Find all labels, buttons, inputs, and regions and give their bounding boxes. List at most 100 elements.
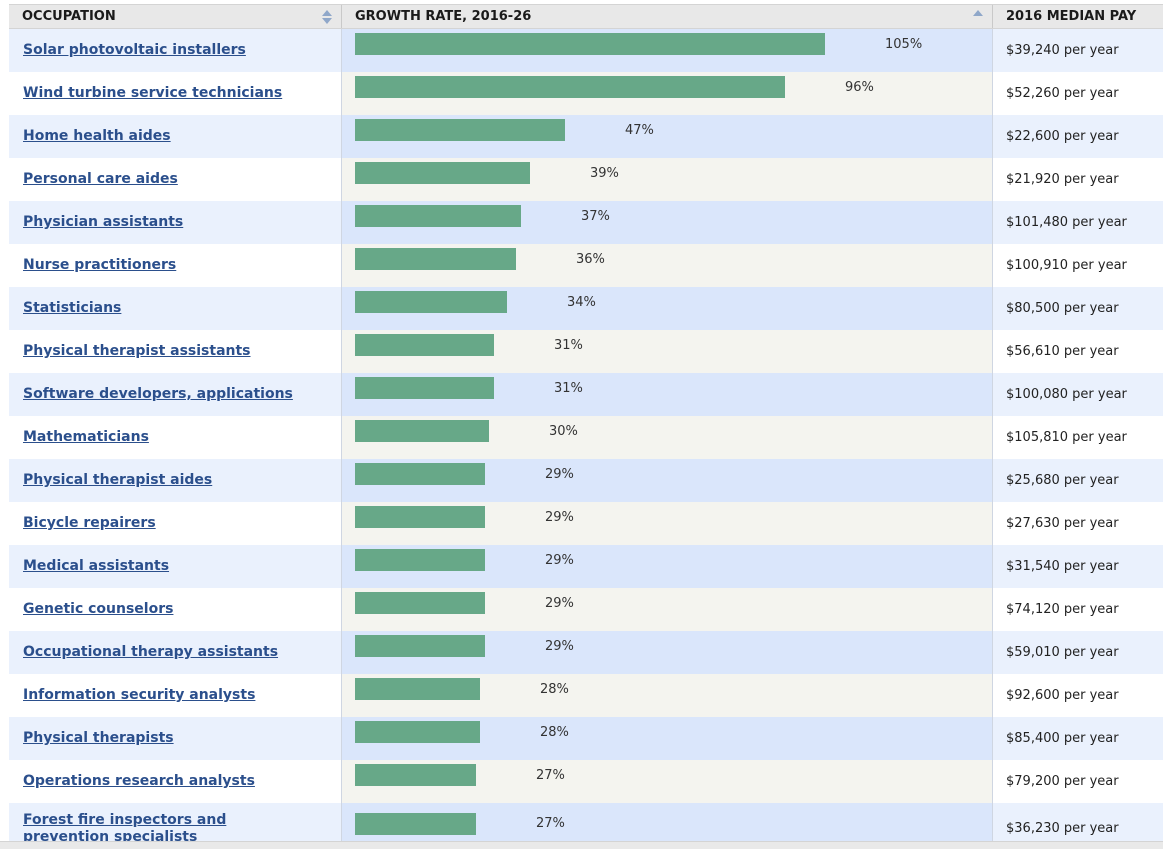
occupations-table: OCCUPATION GROWTH RATE, 2016-26 2016 MED…	[9, 4, 1163, 846]
growth-cell: 29%	[342, 588, 993, 631]
median-pay-cell: $21,920 per year	[1006, 172, 1119, 187]
occupation-cell: Genetic counselors	[9, 588, 342, 631]
occupation-link[interactable]: Information security analysts	[23, 687, 256, 703]
growth-percent-label: 34%	[567, 295, 596, 310]
growth-percent-label: 29%	[545, 510, 574, 525]
growth-cell: 27%	[342, 760, 993, 803]
growth-bar	[355, 162, 530, 184]
occupation-cell: Bicycle repairers	[9, 502, 342, 545]
growth-bar	[355, 678, 480, 700]
occupation-header-label: OCCUPATION	[22, 9, 116, 24]
occupation-link[interactable]: Home health aides	[23, 128, 171, 144]
growth-bar	[355, 721, 480, 743]
occupation-link[interactable]: Forest fire inspectors and prevention sp…	[23, 812, 227, 845]
median-pay-cell: $92,600 per year	[1006, 688, 1119, 703]
table-row: Nurse practitioners 36% $100,910 per year	[9, 244, 1163, 287]
occupation-cell: Forest fire inspectors and prevention sp…	[9, 803, 342, 846]
median-pay-cell: $56,610 per year	[1006, 344, 1119, 359]
median-pay-cell: $52,260 per year	[1006, 86, 1119, 101]
growth-bar	[355, 813, 476, 835]
table-row: Physical therapist assistants 31% $56,610 …	[9, 330, 1163, 373]
growth-bar	[355, 420, 489, 442]
growth-bar	[355, 377, 494, 399]
median-pay-cell: $39,240 per year	[1006, 43, 1119, 58]
growth-bar	[355, 463, 485, 485]
growth-cell: 31%	[342, 373, 993, 416]
occupation-cell: Home health aides	[9, 115, 342, 158]
occupation-link[interactable]: Operations research analysts	[23, 773, 255, 789]
growth-percent-label: 31%	[554, 338, 583, 353]
occupation-cell: Statisticians	[9, 287, 342, 330]
occupation-cell: Physical therapist assistants	[9, 330, 342, 373]
growth-cell: 39%	[342, 158, 993, 201]
sort-both-icon[interactable]	[321, 9, 333, 25]
occupation-link[interactable]: Physical therapist aides	[23, 472, 213, 488]
occupation-link[interactable]: Physician assistants	[23, 214, 184, 230]
growth-column-header[interactable]: GROWTH RATE, 2016-26	[342, 5, 993, 28]
table-row: Forest fire inspectors and prevention sp…	[9, 803, 1163, 846]
table-row: Solar photovoltaic installers 105% $39,240…	[9, 29, 1163, 72]
growth-cell: 29%	[342, 459, 993, 502]
growth-bar	[355, 592, 485, 614]
growth-percent-label: 105%	[885, 37, 923, 52]
occupation-link[interactable]: Personal care aides	[23, 171, 178, 187]
growth-cell: 36%	[342, 244, 993, 287]
occupation-link[interactable]: Mathematicians	[23, 429, 149, 445]
occupation-cell: Information security analysts	[9, 674, 342, 717]
pay-header-label: 2016 MEDIAN PAY	[1006, 9, 1137, 24]
growth-bar	[355, 33, 825, 55]
table-row: Operations research analysts 27% $79,200 p…	[9, 760, 1163, 803]
horizontal-scrollbar[interactable]	[0, 841, 1163, 849]
growth-percent-label: 27%	[536, 816, 565, 831]
growth-bar	[355, 76, 785, 98]
median-pay-cell: $85,400 per year	[1006, 731, 1119, 746]
occupation-cell: Wind turbine service technicians	[9, 72, 342, 115]
growth-cell: 37%	[342, 201, 993, 244]
occupation-link[interactable]: Software developers, applications	[23, 386, 293, 402]
growth-percent-label: 47%	[625, 123, 654, 138]
pay-column-header[interactable]: 2016 MEDIAN PAY	[993, 5, 1163, 28]
table-row: Mathematicians 30% $105,810 per year	[9, 416, 1163, 459]
occupation-column-header[interactable]: OCCUPATION	[9, 5, 342, 28]
occupation-link[interactable]: Nurse practitioners	[23, 257, 177, 273]
table-row: Personal care aides 39% $21,920 per year	[9, 158, 1163, 201]
growth-bar	[355, 119, 565, 141]
table-row: Home health aides 47% $22,600 per year	[9, 115, 1163, 158]
occupation-link[interactable]: Physical therapist assistants	[23, 343, 251, 359]
median-pay-cell: $59,010 per year	[1006, 645, 1119, 660]
occupation-link[interactable]: Genetic counselors	[23, 601, 174, 617]
growth-percent-label: 27%	[536, 768, 565, 783]
growth-percent-label: 28%	[540, 725, 569, 740]
occupation-cell: Mathematicians	[9, 416, 342, 459]
occupation-link[interactable]: Wind turbine service technicians	[23, 85, 283, 101]
table-row: Physical therapists 28% $85,400 per year	[9, 717, 1163, 760]
growth-cell: 31%	[342, 330, 993, 373]
growth-cell: 27%	[342, 803, 993, 846]
occupation-cell: Nurse practitioners	[9, 244, 342, 287]
growth-percent-label: 29%	[545, 467, 574, 482]
growth-bar	[355, 506, 485, 528]
table-row: Physician assistants 37% $101,480 per year	[9, 201, 1163, 244]
occupation-link[interactable]: Solar photovoltaic installers	[23, 42, 246, 58]
growth-cell: 29%	[342, 631, 993, 674]
occupation-link[interactable]: Medical assistants	[23, 558, 170, 574]
occupation-link[interactable]: Occupational therapy assistants	[23, 644, 279, 660]
occupation-cell: Personal care aides	[9, 158, 342, 201]
median-pay-cell: $80,500 per year	[1006, 301, 1119, 316]
growth-cell: 34%	[342, 287, 993, 330]
growth-bar	[355, 764, 476, 786]
sort-ascending-icon[interactable]	[972, 9, 984, 17]
table-row: Physical therapist aides 29% $25,680 per y…	[9, 459, 1163, 502]
occupation-cell: Physical therapist aides	[9, 459, 342, 502]
occupation-cell: Software developers, applications	[9, 373, 342, 416]
median-pay-cell: $74,120 per year	[1006, 602, 1119, 617]
growth-bar	[355, 549, 485, 571]
growth-cell: 28%	[342, 717, 993, 760]
occupation-link[interactable]: Bicycle repairers	[23, 515, 156, 531]
growth-cell: 47%	[342, 115, 993, 158]
growth-header-label: GROWTH RATE, 2016-26	[355, 9, 532, 24]
occupation-link[interactable]: Physical therapists	[23, 730, 174, 746]
table-row: Wind turbine service technicians 96% $52,2…	[9, 72, 1163, 115]
table-body: Solar photovoltaic installers 105% $39,240…	[9, 29, 1163, 846]
occupation-link[interactable]: Statisticians	[23, 300, 122, 316]
